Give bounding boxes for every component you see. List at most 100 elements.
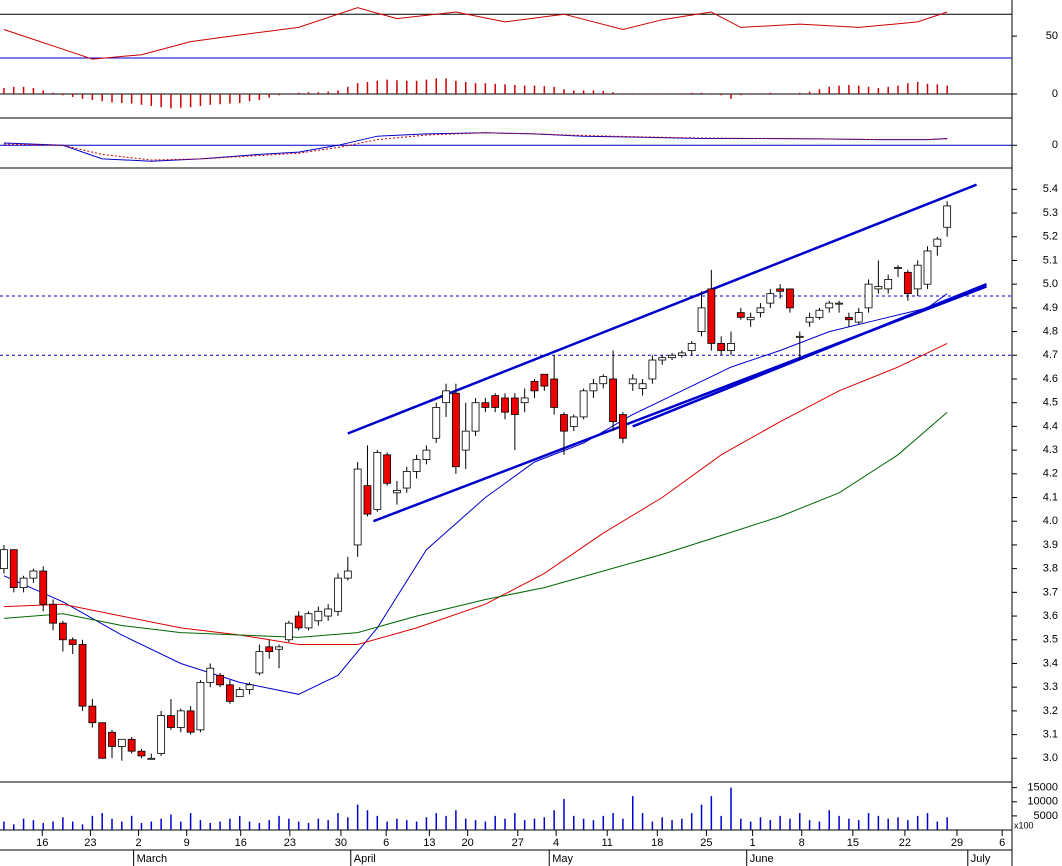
candle-body <box>284 622 293 641</box>
candle-body <box>845 316 853 321</box>
candle-body <box>530 380 539 392</box>
candle-body <box>137 750 146 757</box>
x-tick-label: 18 <box>651 837 663 849</box>
y-tick-label: 4.4 <box>1043 420 1058 432</box>
indicator-line <box>3 7 948 60</box>
candle-body <box>167 715 175 728</box>
candle-body <box>39 570 48 605</box>
candle-body <box>226 684 234 702</box>
y-tick-label: 3.8 <box>1043 563 1058 575</box>
candle-body <box>314 610 323 622</box>
candle-body <box>9 549 18 589</box>
candle-body <box>520 397 529 404</box>
candle-body <box>933 238 942 247</box>
month-label: July <box>971 853 991 865</box>
candle-body <box>727 343 735 351</box>
candle-body <box>442 390 450 404</box>
candle-body <box>68 639 77 645</box>
candle-body <box>186 710 195 733</box>
y-tick-label: 4.8 <box>1043 325 1058 337</box>
candle-body <box>471 402 480 432</box>
candle-body <box>206 667 215 683</box>
candle-body <box>766 293 775 304</box>
candle-body <box>569 416 578 427</box>
x-tick-label: 13 <box>423 837 435 849</box>
candle-body <box>245 684 254 690</box>
candle-body <box>677 352 686 356</box>
candle-body <box>756 307 765 314</box>
x-tick-label: 11 <box>601 837 612 849</box>
candle-body <box>294 615 303 629</box>
candle-body <box>393 490 401 494</box>
candle-body <box>432 407 441 439</box>
candle-body <box>0 549 8 570</box>
x-tick-label: 30 <box>335 837 347 849</box>
y-tick-label: 3.0 <box>1043 752 1058 764</box>
candle-body <box>687 343 696 351</box>
candle-body <box>78 644 87 707</box>
month-label: March <box>137 853 168 865</box>
candle-body <box>540 373 549 387</box>
month-label: May <box>552 853 573 865</box>
candle-body <box>324 608 333 617</box>
candle-body <box>363 485 372 515</box>
x-tick-label: 9 <box>184 837 190 849</box>
candle-body <box>668 354 676 359</box>
candle-body <box>58 622 67 641</box>
month-label: June <box>750 853 774 865</box>
y-tick-label: 3.2 <box>1043 705 1058 717</box>
candle-body <box>923 250 932 285</box>
y-tick-label: 4.7 <box>1043 349 1058 361</box>
moving-average <box>3 411 948 638</box>
candle-body <box>373 452 382 510</box>
candle-body <box>491 395 500 408</box>
candle-body <box>560 414 568 432</box>
x-tick-label: 16 <box>36 837 48 849</box>
trend-line <box>632 283 987 428</box>
candle-body <box>196 682 205 731</box>
candle-body <box>412 459 421 472</box>
candle-body <box>383 454 392 484</box>
candle-body <box>343 570 352 579</box>
candle-body <box>19 577 28 589</box>
candle-body <box>638 383 647 389</box>
y-tick-label: 0 <box>1052 88 1058 100</box>
candle-body <box>854 312 863 323</box>
y-tick-label: 4.0 <box>1043 515 1058 527</box>
x-tick-label: 2 <box>135 837 141 849</box>
x-tick-label: 8 <box>799 837 805 849</box>
candle-body <box>795 335 804 338</box>
candle-body <box>589 383 598 392</box>
moving-average <box>3 342 948 645</box>
candle-body <box>648 359 657 380</box>
candle-body <box>943 205 952 228</box>
candle-body <box>609 378 617 423</box>
candle-body <box>579 390 588 418</box>
x-tick-label: 15 <box>847 837 859 849</box>
y-tick-label: 5.0 <box>1043 278 1058 290</box>
candle-body <box>29 570 38 579</box>
candle-body <box>874 286 883 290</box>
candle-body <box>353 468 362 546</box>
y-tick-label: 3.1 <box>1043 728 1058 740</box>
y-tick-label: 5.4 <box>1043 183 1058 195</box>
x-tick-label: 1 <box>750 837 756 849</box>
candle-body <box>216 674 224 686</box>
candle-body <box>884 279 893 290</box>
candle-body <box>864 283 873 309</box>
trend-line <box>347 183 978 435</box>
candle-body <box>903 271 912 295</box>
candle-body <box>275 646 283 650</box>
candle-body <box>108 731 116 747</box>
y-tick-label: 3.5 <box>1043 634 1058 646</box>
candle-body <box>235 689 244 698</box>
y-tick-label: 4.3 <box>1043 444 1058 456</box>
x-tick-label: 23 <box>284 837 296 849</box>
candle-body <box>805 316 814 323</box>
candle-body <box>422 449 431 460</box>
candle-body <box>786 288 794 309</box>
y-tick-label: 10000 <box>1027 796 1058 808</box>
x-tick-label: 4 <box>553 837 559 849</box>
candle-body <box>147 757 156 760</box>
